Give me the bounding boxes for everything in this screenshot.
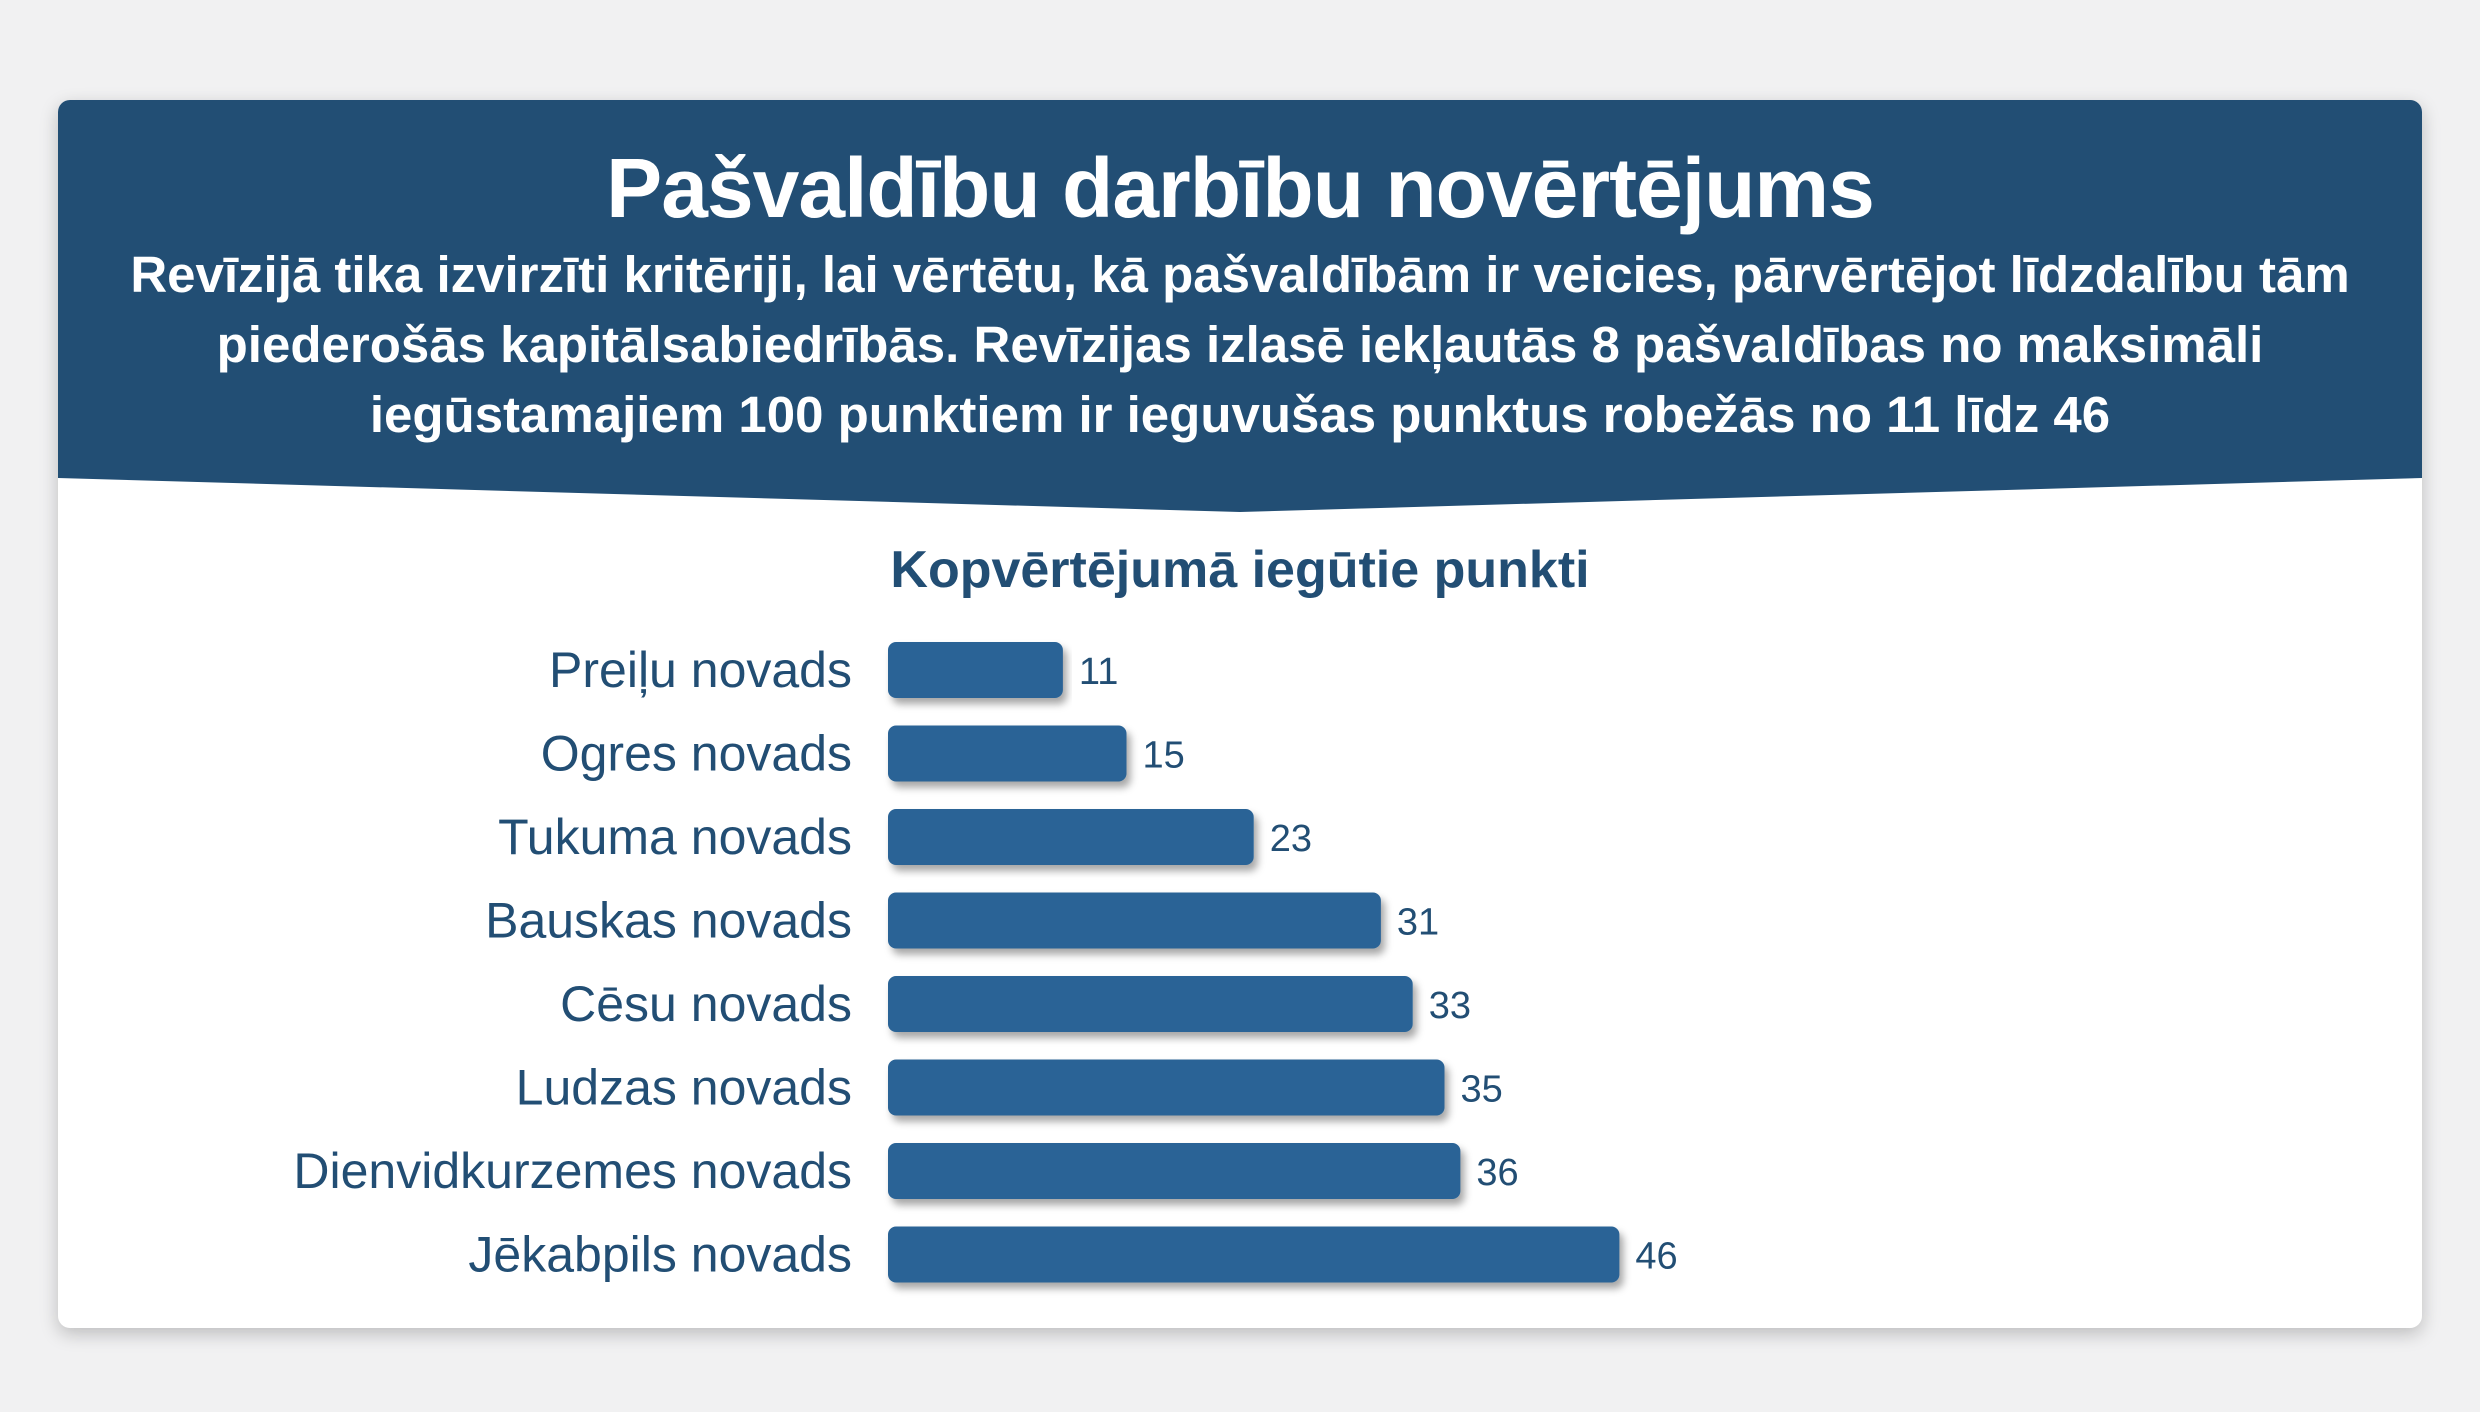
bar — [888, 892, 1381, 949]
category-label: Ludzas novads — [516, 1060, 852, 1116]
value-label: 31 — [1397, 902, 1439, 944]
page-subtitle: Revīzijā tika izvirzīti kritēriji, lai v… — [130, 246, 2350, 443]
bar — [888, 642, 1063, 698]
value-label: 35 — [1461, 1069, 1503, 1111]
banner-pointer — [58, 478, 2422, 512]
bar — [888, 725, 1127, 782]
category-label: Dienvidkurzemes novads — [293, 1143, 852, 1199]
value-label: 23 — [1270, 818, 1312, 860]
value-label: 15 — [1143, 735, 1185, 777]
bar — [888, 1059, 1445, 1116]
category-label: Bauskas novads — [485, 893, 852, 949]
category-label: Jēkabpils novads — [468, 1227, 852, 1283]
category-label: Tukuma novads — [498, 809, 852, 865]
chart-title: Kopvērtējumā iegūtie punkti — [890, 541, 1590, 599]
infographic-card: Pašvaldību darbību novērtējums Revīzijā … — [58, 100, 2422, 1328]
header-banner: Pašvaldību darbību novērtējums Revīzijā … — [58, 100, 2422, 478]
bar — [888, 809, 1254, 865]
category-label: Ogres novads — [541, 726, 852, 782]
category-label: Cēsu novads — [560, 976, 852, 1032]
value-label: 33 — [1429, 985, 1471, 1027]
bar — [888, 1143, 1461, 1199]
value-label: 36 — [1476, 1152, 1518, 1194]
category-label: Preiļu novads — [549, 642, 852, 698]
value-label: 46 — [1635, 1236, 1677, 1278]
bar — [888, 976, 1413, 1032]
bar — [888, 1226, 1620, 1283]
value-label: 11 — [1079, 651, 1118, 693]
page-title: Pašvaldību darbību novērtējums — [606, 141, 1875, 235]
